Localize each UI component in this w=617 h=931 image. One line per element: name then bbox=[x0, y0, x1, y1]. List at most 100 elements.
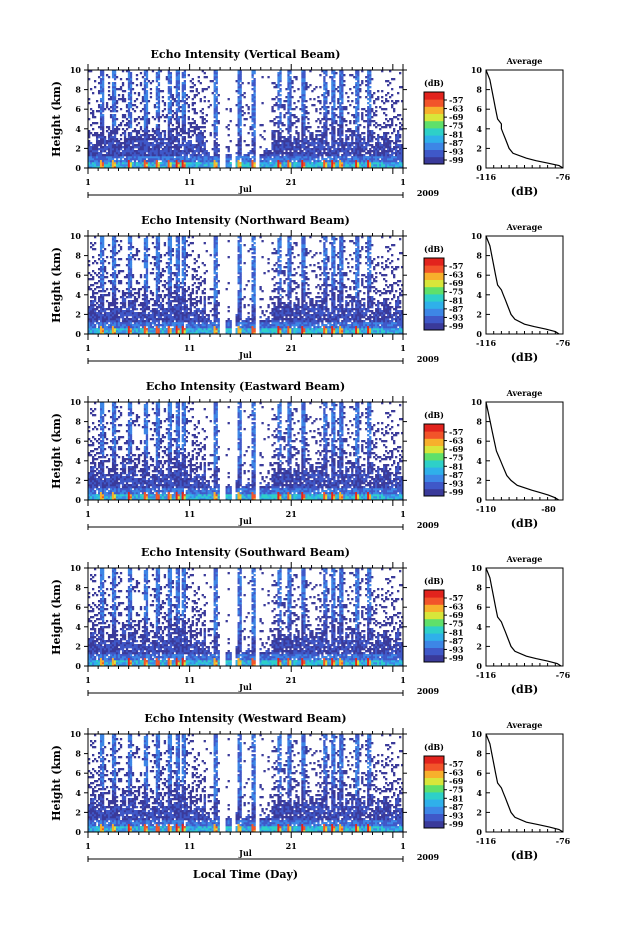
heatmap-cell bbox=[136, 146, 138, 148]
heatmap-cell bbox=[242, 94, 244, 96]
heatmap-cell bbox=[152, 134, 154, 136]
heatmap-cell bbox=[112, 146, 114, 148]
heatmap-cell bbox=[198, 146, 200, 148]
heatmap-cell bbox=[186, 156, 188, 158]
heatmap-cell bbox=[116, 162, 118, 164]
heatmap-cell bbox=[158, 126, 160, 128]
heatmap-cell bbox=[214, 144, 216, 146]
heatmap-cell bbox=[166, 114, 168, 116]
heatmap-cell bbox=[214, 76, 216, 78]
heatmap-cell bbox=[132, 82, 134, 84]
heatmap-cell bbox=[204, 76, 206, 78]
heatmap-cell bbox=[194, 84, 196, 86]
heatmap-cell bbox=[184, 86, 186, 88]
heatmap-cell bbox=[114, 138, 116, 140]
heatmap-cell bbox=[170, 104, 172, 106]
heatmap-cell bbox=[160, 150, 162, 152]
heatmap-cell bbox=[146, 162, 148, 164]
heatmap-cell bbox=[106, 142, 108, 144]
heatmap-cell bbox=[126, 142, 128, 144]
heatmap-cell bbox=[176, 136, 178, 138]
heatmap-cell bbox=[216, 152, 218, 154]
heatmap-cell bbox=[114, 118, 116, 120]
heatmap-cell bbox=[90, 108, 92, 110]
heatmap-cell bbox=[277, 138, 279, 140]
heatmap-cell bbox=[150, 148, 152, 150]
heatmap-cell bbox=[186, 102, 188, 104]
heatmap-cell bbox=[114, 136, 116, 138]
heatmap-cell bbox=[110, 114, 112, 116]
heatmap-cell bbox=[106, 152, 108, 154]
heatmap-cell bbox=[122, 150, 124, 152]
heatmap-cell bbox=[240, 72, 242, 74]
heatmap-cell bbox=[275, 160, 277, 162]
heatmap-cell bbox=[124, 90, 126, 92]
heatmap-cell bbox=[110, 148, 112, 150]
heatmap-cell bbox=[190, 136, 192, 138]
heatmap-cell bbox=[124, 162, 126, 164]
heatmap-cell bbox=[186, 154, 188, 156]
heatmap-cell bbox=[172, 160, 174, 162]
heatmap-cell bbox=[164, 136, 166, 138]
heatmap-cell bbox=[214, 126, 216, 128]
heatmap-cell bbox=[281, 158, 283, 160]
heatmap-cell bbox=[271, 152, 273, 154]
heatmap-cell bbox=[214, 132, 216, 134]
heatmap-cell bbox=[174, 140, 176, 142]
heatmap-cell bbox=[132, 140, 134, 142]
heatmap-cell bbox=[279, 150, 281, 152]
heatmap-cell bbox=[128, 106, 130, 108]
heatmap-cell bbox=[164, 120, 166, 122]
heatmap-cell bbox=[214, 112, 216, 114]
heatmap-cell bbox=[242, 164, 244, 166]
heatmap-cell bbox=[138, 164, 140, 166]
heatmap-cell bbox=[176, 148, 178, 150]
heatmap-cell bbox=[176, 84, 178, 86]
heatmap-cell bbox=[178, 82, 180, 84]
heatmap-cell bbox=[114, 74, 116, 76]
heatmap-cell bbox=[247, 82, 249, 84]
heatmap-cell bbox=[98, 82, 100, 84]
heatmap-cell bbox=[273, 160, 275, 162]
heatmap-cell bbox=[212, 158, 214, 160]
heatmap-cell bbox=[271, 142, 273, 144]
heatmap-cell bbox=[126, 140, 128, 142]
heatmap-cell bbox=[218, 112, 220, 114]
heatmap-cell bbox=[174, 152, 176, 154]
heatmap-cell bbox=[130, 100, 132, 102]
heatmap-cell bbox=[180, 130, 182, 132]
heatmap-cell bbox=[238, 124, 240, 126]
heatmap-cell bbox=[136, 78, 138, 80]
heatmap-cell bbox=[138, 156, 140, 158]
heatmap-cell bbox=[170, 118, 172, 120]
heatmap-cell bbox=[188, 150, 190, 152]
heatmap-cell bbox=[172, 98, 174, 100]
heatmap-cell bbox=[126, 128, 128, 130]
heatmap-cell bbox=[134, 130, 136, 132]
heatmap-cell bbox=[182, 128, 184, 130]
heatmap-cell bbox=[184, 122, 186, 124]
heatmap-cell bbox=[184, 104, 186, 106]
heatmap-cell bbox=[140, 152, 142, 154]
heatmap-cell bbox=[130, 80, 132, 82]
heatmap-cell bbox=[204, 122, 206, 124]
heatmap-cell bbox=[142, 158, 144, 160]
heatmap-cell bbox=[269, 158, 271, 160]
heatmap-cell bbox=[98, 156, 100, 158]
heatmap-cell bbox=[166, 146, 168, 148]
heatmap-cell bbox=[174, 118, 176, 120]
heatmap-cell bbox=[267, 152, 269, 154]
heatmap-cell bbox=[275, 96, 277, 98]
heatmap-cell bbox=[130, 146, 132, 148]
heatmap-cell bbox=[160, 134, 162, 136]
heatmap-cell bbox=[110, 110, 112, 112]
heatmap-cell bbox=[162, 152, 164, 154]
heatmap-cell bbox=[182, 118, 184, 120]
heatmap-cell bbox=[160, 146, 162, 148]
heatmap-cell bbox=[253, 122, 255, 124]
heatmap-cell bbox=[102, 122, 104, 124]
heatmap-cell bbox=[112, 152, 114, 154]
heatmap-cell bbox=[190, 146, 192, 148]
heatmap-cell bbox=[128, 84, 130, 86]
heatmap-cell bbox=[170, 76, 172, 78]
